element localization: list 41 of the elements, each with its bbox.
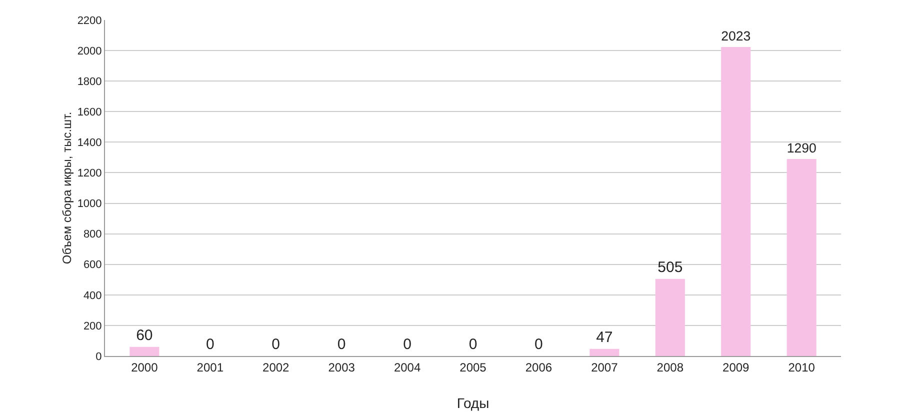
bar [130,346,160,356]
y-tick-label: 1200 [77,168,102,180]
x-tick-label: 2004 [394,360,421,374]
x-tick-label: 2002 [262,360,290,374]
y-tick-label: 0 [96,350,102,363]
y-tick-label: 800 [83,228,102,241]
bar [590,348,620,356]
bar [655,278,685,356]
data-label: 1290 [786,140,816,156]
x-tick-label: 2000 [131,360,158,374]
bar [721,47,751,356]
y-tick-label: 1600 [77,106,102,118]
y-tick-label: 600 [83,259,102,272]
data-label: 60 [136,326,153,344]
x-axis-title: Годы [456,395,490,411]
data-label: 0 [272,336,280,353]
data-label: 47 [596,328,613,346]
x-tick-label: 2005 [460,360,487,374]
y-axis-title: Объем сбора икры, тыс.шт. [60,112,74,264]
y-tick-label: 2000 [77,45,102,58]
data-label: 0 [337,336,346,353]
x-tick-label: 2009 [722,360,750,374]
y-tick-label: 1000 [77,198,102,210]
x-tick-label: 2007 [591,360,618,374]
data-label: 2023 [721,28,751,44]
x-tick-label: 2006 [525,360,552,374]
x-tick-label: 2001 [196,360,224,374]
y-tick-label: 1400 [77,137,102,150]
data-label: 0 [206,336,214,353]
y-tick-label: 1800 [77,76,102,88]
x-tick-label: 2010 [788,360,816,374]
data-label: 505 [658,258,683,276]
y-tick-label: 2200 [77,14,102,27]
y-tick-label: 200 [83,320,102,332]
x-tick-label: 2003 [328,360,356,374]
data-label: 0 [468,336,478,353]
x-tick-label: 2008 [656,360,684,374]
y-tick-label: 400 [83,290,102,302]
data-label: 0 [534,336,543,353]
data-label: 0 [403,336,412,353]
bar [786,158,816,356]
